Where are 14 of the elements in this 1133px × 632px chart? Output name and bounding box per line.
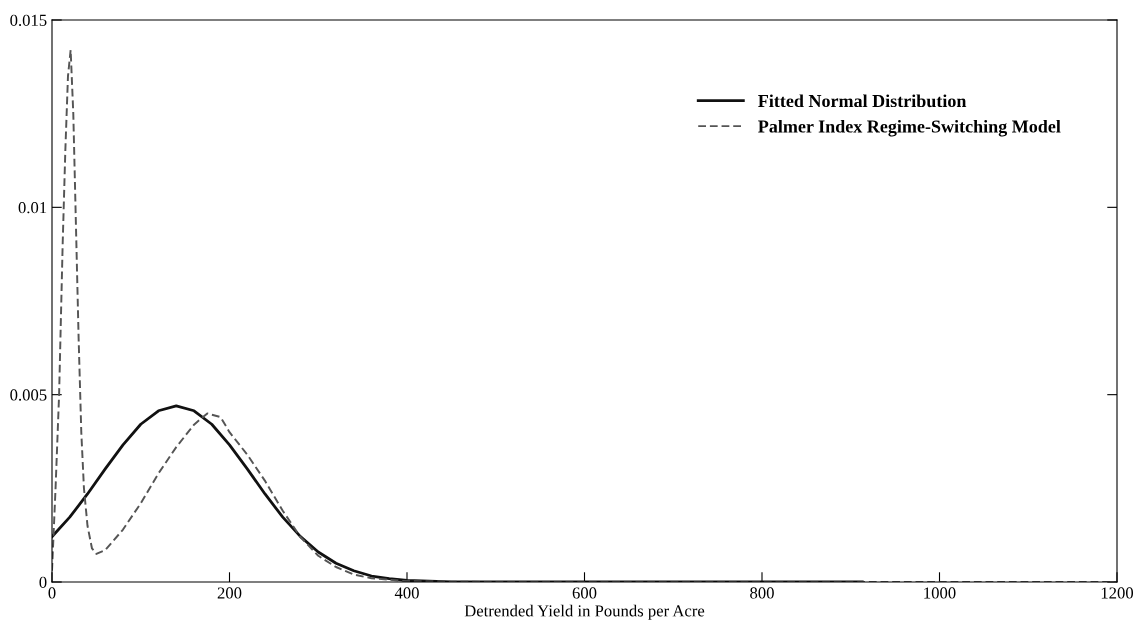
x-tick-label: 800 <box>750 587 774 599</box>
x-tick-label: 1200 <box>1101 587 1133 599</box>
x-tick-label: 400 <box>394 587 419 599</box>
x-tick-label: 1000 <box>924 587 956 599</box>
x-tick-label: 0 <box>48 587 56 599</box>
legend-label: Fitted Normal Distribution <box>758 94 967 108</box>
x-tick-label: 200 <box>217 587 242 599</box>
x-tick-label: 600 <box>572 587 597 599</box>
y-tick-label: 0.01 <box>18 202 47 214</box>
y-tick-label: 0.015 <box>10 14 47 27</box>
y-tick-label: 0.005 <box>10 389 47 401</box>
y-tick-label: 0 <box>39 576 47 588</box>
x-axis-title: Detrended Yield in Pounds per Acre <box>464 604 705 620</box>
legend-label: Palmer Index Regime-Switching Model <box>758 119 1061 137</box>
